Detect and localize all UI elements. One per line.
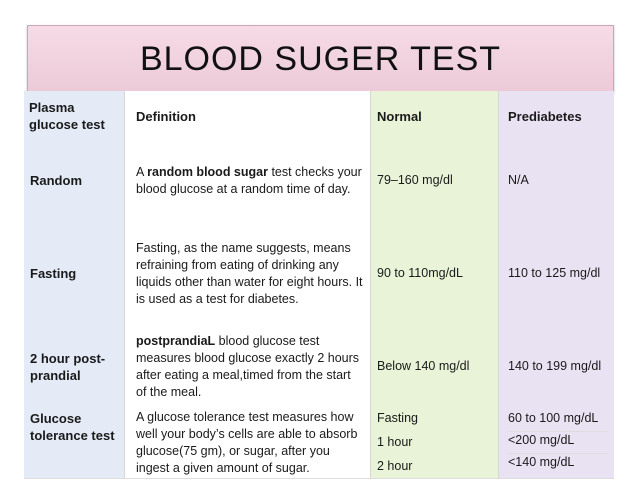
- definition-bold: postprandiaL: [136, 333, 216, 348]
- row-postprandial-definition: postprandiaL blood glucose test measures…: [124, 327, 370, 406]
- gtt-normal-item: Fasting: [377, 411, 418, 425]
- row-postprandial-test: 2 hour post-prandial: [24, 327, 124, 406]
- row-fasting-prediabetes: 110 to 125 mg/dl: [498, 220, 614, 327]
- definition-text: test checks your blood glucose at a rand…: [136, 164, 362, 196]
- row-gtt-test: Glucose tolerance test: [24, 406, 124, 478]
- page-title: BLOOD SUGER TEST: [139, 40, 502, 78]
- row-gtt-definition: A glucose tolerance test measures how we…: [124, 406, 370, 478]
- row-random-test: Random: [24, 141, 124, 220]
- definition-bold: random blood sugar: [147, 164, 268, 179]
- blood-sugar-table: Plasma glucose test Definition Normal Pr…: [24, 91, 614, 479]
- gtt-prediabetes-item: 60 to 100 mg/dL: [508, 410, 608, 432]
- definition-text: Fasting, as the name suggests, means ref…: [136, 240, 363, 306]
- title-banner: BLOOD SUGER TEST: [27, 25, 614, 93]
- definition-text: blood glucose test measures blood glucos…: [136, 333, 360, 399]
- row-gtt-normal: Fasting 1 hour 2 hour: [370, 406, 498, 478]
- definition-text: A glucose tolerance test measures how we…: [136, 410, 358, 475]
- row-random-normal: 79–160 mg/dl: [370, 141, 498, 220]
- row-random-prediabetes: N/A: [498, 141, 614, 220]
- row-fasting-definition: Fasting, as the name suggests, means ref…: [124, 220, 370, 327]
- header-test: Plasma glucose test: [24, 91, 124, 141]
- header-prediabetes: Prediabetes: [498, 91, 614, 141]
- gtt-prediabetes-item: <200 mg/dL: [508, 432, 608, 454]
- row-postprandial-normal: Below 140 mg/dl: [370, 327, 498, 406]
- header-definition: Definition: [124, 91, 370, 141]
- row-gtt-prediabetes: 60 to 100 mg/dL <200 mg/dL <140 mg/dL: [498, 406, 614, 478]
- row-postprandial-prediabetes: 140 to 199 mg/dl: [498, 327, 614, 406]
- gtt-normal-item: 2 hour: [377, 459, 413, 473]
- gtt-normal-item: 1 hour: [377, 435, 413, 449]
- row-fasting-normal: 90 to 110mg/dL: [370, 220, 498, 327]
- row-fasting-test: Fasting: [24, 220, 124, 327]
- definition-text: A: [136, 164, 148, 179]
- gtt-prediabetes-item: <140 mg/dL: [508, 455, 575, 469]
- row-random-definition: A random blood sugar test checks your bl…: [124, 141, 370, 220]
- header-normal: Normal: [370, 91, 498, 141]
